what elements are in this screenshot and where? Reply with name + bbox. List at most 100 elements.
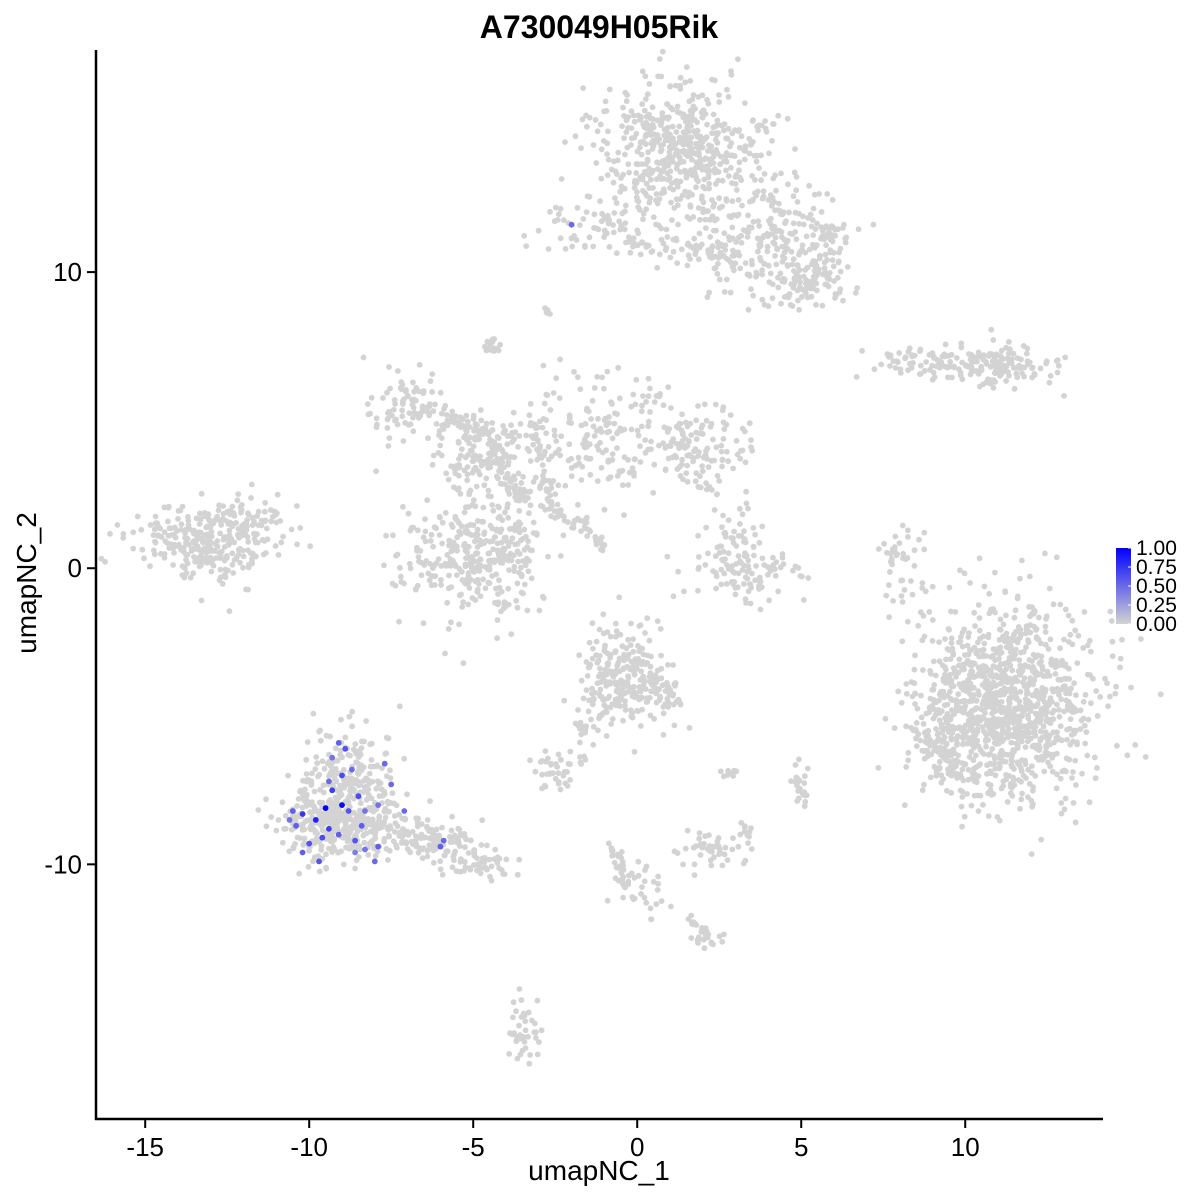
- data-point: [506, 567, 512, 573]
- data-point: [486, 856, 493, 863]
- data-point: [433, 421, 440, 427]
- data-point: [789, 261, 796, 268]
- data-point: [467, 521, 474, 528]
- data-point: [992, 721, 999, 727]
- data-point: [566, 415, 573, 422]
- data-point: [936, 764, 943, 771]
- data-point: [557, 452, 564, 459]
- data-point: [560, 772, 567, 779]
- data-point: [310, 710, 317, 717]
- data-point: [410, 379, 416, 386]
- data-point: [504, 501, 511, 507]
- data-point: [1023, 644, 1029, 651]
- data-point: [682, 132, 689, 139]
- data-point: [420, 620, 427, 627]
- data-point: [658, 898, 665, 904]
- data-point: [1029, 666, 1036, 672]
- data-point: [687, 256, 693, 262]
- data-point: [735, 56, 741, 63]
- data-point: [618, 694, 624, 701]
- data-point: [446, 572, 452, 579]
- data-point: [576, 652, 583, 659]
- data-point: [790, 256, 797, 263]
- data-point: [706, 843, 713, 849]
- data-point: [1004, 799, 1011, 805]
- data-point: [990, 679, 997, 686]
- data-point: [716, 933, 723, 940]
- data-point: [905, 534, 911, 540]
- data-point: [643, 206, 650, 213]
- data-point: [660, 703, 667, 710]
- data-point: [673, 129, 680, 135]
- data-point: [621, 135, 627, 142]
- data-point: [339, 754, 346, 761]
- data-point: [969, 660, 976, 666]
- data-point: [761, 171, 768, 177]
- data-point: [180, 544, 187, 551]
- data-point: [764, 564, 771, 570]
- data-point: [721, 570, 728, 577]
- data-point: [686, 189, 693, 196]
- data-point: [489, 427, 496, 433]
- data-point: [1085, 716, 1092, 723]
- data-point: [718, 543, 725, 550]
- data-point: [481, 430, 488, 436]
- data-point: [578, 677, 585, 684]
- data-point: [1084, 752, 1091, 759]
- data-point: [1044, 718, 1051, 725]
- data-point: [561, 697, 568, 704]
- data-point: [551, 427, 558, 434]
- data-point: [830, 263, 837, 270]
- data-point: [739, 202, 745, 209]
- data-point: [823, 242, 829, 249]
- data-point: [460, 599, 466, 605]
- data-point: [352, 865, 358, 872]
- data-point: [699, 144, 706, 151]
- data-point: [468, 560, 475, 567]
- data-point: [1043, 615, 1049, 622]
- data-point: [459, 604, 466, 610]
- data-point: [1012, 637, 1018, 644]
- data-point: [503, 454, 510, 460]
- data-point: [204, 533, 211, 540]
- data-point: [1007, 790, 1014, 797]
- data-point: [688, 134, 695, 141]
- data-point: [701, 453, 708, 460]
- data-point: [332, 794, 339, 801]
- data-point: [615, 149, 622, 156]
- data-point: [1001, 668, 1007, 675]
- data-point: [1113, 683, 1119, 690]
- data-point: [929, 583, 936, 590]
- data-point: [390, 838, 397, 845]
- data-point: [522, 562, 529, 569]
- data-point: [764, 243, 771, 250]
- data-point: [1022, 761, 1029, 768]
- data-point: [976, 383, 983, 390]
- data-point: [588, 416, 594, 422]
- data-point: [962, 722, 969, 729]
- data-point: [468, 837, 474, 844]
- data-point: [918, 714, 925, 721]
- data-point: [632, 656, 639, 663]
- data-point: [639, 68, 646, 75]
- data-point: [183, 556, 189, 563]
- data-point: [456, 621, 462, 628]
- data-point: [899, 522, 906, 529]
- data-point: [444, 599, 451, 606]
- data-point: [356, 843, 363, 849]
- data-point: [463, 412, 470, 419]
- data-point: [903, 764, 910, 770]
- data-point: [911, 666, 918, 673]
- data-point: [663, 244, 670, 251]
- data-point: [772, 572, 779, 579]
- data-point: [746, 420, 753, 427]
- data-point: [739, 511, 746, 518]
- data-point: [714, 139, 721, 146]
- data-point: [714, 132, 720, 138]
- data-point: [945, 753, 951, 759]
- data-point: [792, 762, 799, 768]
- data-point: [379, 765, 385, 771]
- data-point: [504, 441, 511, 448]
- data-point: [744, 575, 751, 582]
- data-point: [525, 538, 531, 545]
